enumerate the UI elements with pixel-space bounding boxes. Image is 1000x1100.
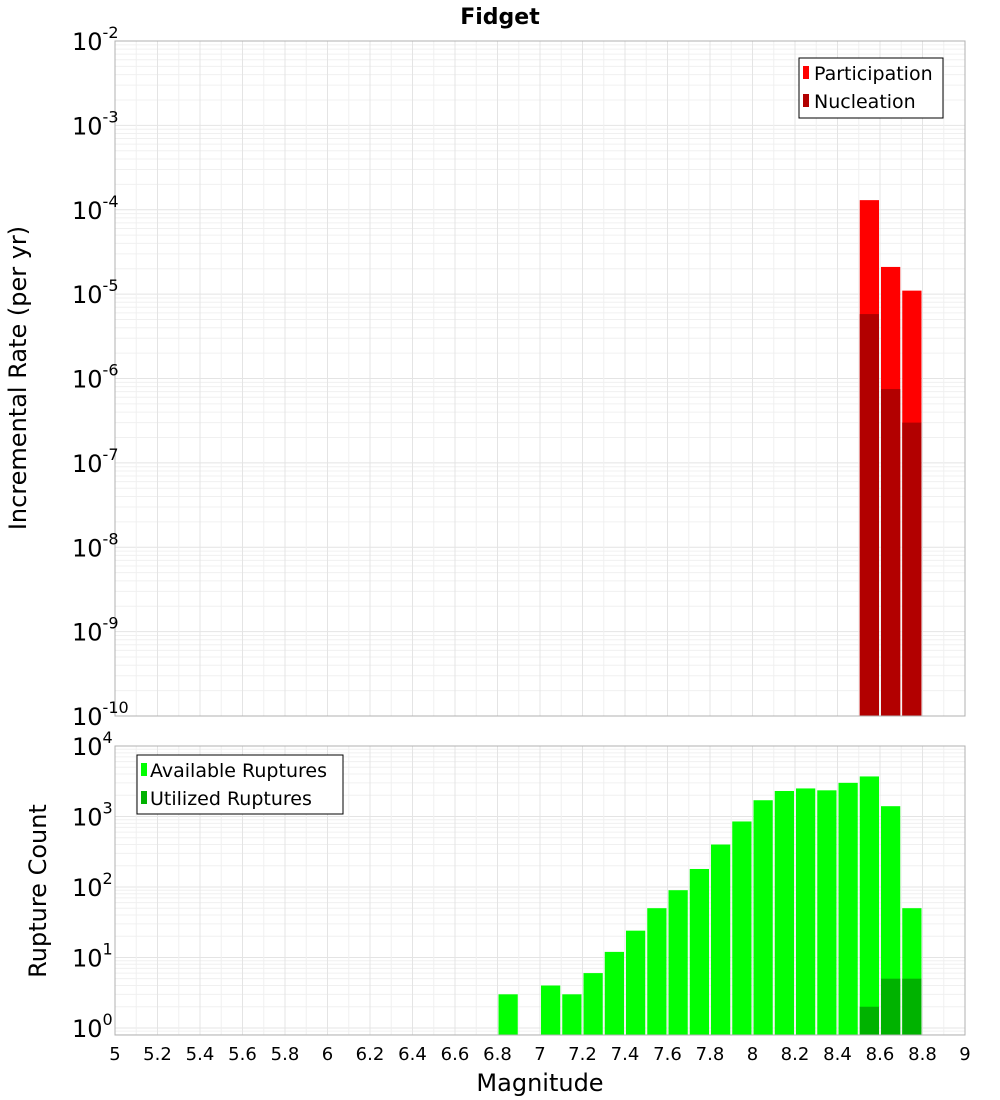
bottom-y-axis-title: Rupture Count	[24, 804, 52, 978]
x-tick-label: 5.2	[143, 1044, 172, 1065]
bar-available	[817, 790, 837, 1035]
bar-available	[753, 800, 773, 1035]
x-tick-label: 6.2	[356, 1044, 385, 1065]
legend-label-nucleation: Nucleation	[814, 91, 916, 113]
legend-swatch-available	[141, 763, 147, 776]
bottom-legend: Available Ruptures Utilized Ruptures	[136, 754, 344, 815]
bar-nucleation	[902, 422, 922, 716]
x-tick-label: 6	[322, 1044, 333, 1065]
x-tick-label: 7.4	[611, 1044, 640, 1065]
chart-title: Fidget	[460, 5, 540, 30]
bar-available	[541, 985, 561, 1035]
x-axis-title: Magnitude	[476, 1069, 603, 1097]
y-tick-label: 102	[72, 869, 113, 902]
bar-available	[732, 821, 752, 1035]
top-legend-box	[798, 57, 944, 119]
x-tick-label: 6.8	[483, 1044, 512, 1065]
x-tick-label: 6.6	[441, 1044, 470, 1065]
y-tick-label: 10-6	[72, 361, 119, 394]
top-y-tick-labels: 10-10 10-9 10-8 10-7 10-6 10-5 10-4 10-3 10-2	[72, 23, 129, 731]
legend-swatch-utilized	[141, 791, 147, 804]
bar-available	[647, 908, 667, 1035]
y-tick-label: 10-4	[72, 192, 119, 225]
x-tick-label: 5.4	[186, 1044, 215, 1065]
bar-available	[604, 951, 624, 1035]
y-tick-label: 10-5	[72, 276, 119, 309]
x-tick-label: 7	[534, 1044, 545, 1065]
bar-available	[689, 868, 709, 1035]
x-tick-label: 7.2	[568, 1044, 597, 1065]
y-tick-label: 100	[72, 1010, 113, 1043]
bar-available	[796, 788, 816, 1035]
bottom-panel: 100 101 102 103 104 5 5.2 5.4 5.6 5.8 6 6.2 6.4 6.6 6…	[24, 728, 971, 1097]
bar-available	[626, 930, 646, 1035]
y-tick-label: 10-8	[72, 529, 119, 562]
bar-utilized	[881, 978, 901, 1035]
bar-available	[774, 790, 794, 1035]
x-tick-label: 8.2	[781, 1044, 810, 1065]
y-tick-label: 10-2	[72, 23, 119, 56]
bottom-plot-frame	[114, 745, 966, 1036]
x-tick-label: 5.6	[228, 1044, 257, 1065]
x-tick-label: 8	[747, 1044, 758, 1065]
y-tick-label: 103	[72, 798, 113, 831]
bar-available	[859, 776, 879, 1035]
bar-available	[668, 890, 688, 1035]
y-tick-label: 10-9	[72, 614, 119, 647]
top-grid	[114, 41, 966, 717]
legend-label-available: Available Ruptures	[150, 760, 327, 782]
x-tick-label: 8.4	[823, 1044, 852, 1065]
bar-nucleation	[859, 314, 879, 716]
y-tick-label: 104	[72, 728, 113, 761]
top-plot-frame	[114, 40, 966, 717]
bar-available	[562, 994, 582, 1035]
y-tick-label: 101	[72, 939, 113, 972]
bar-available	[583, 973, 603, 1035]
bar-utilized	[859, 1006, 879, 1035]
x-tick-label: 8.8	[908, 1044, 937, 1065]
legend-swatch-participation	[803, 66, 809, 79]
x-tick-label: 8.6	[866, 1044, 895, 1065]
bottom-legend-box	[136, 754, 344, 815]
top-bars	[859, 200, 922, 716]
bar-available	[881, 806, 901, 1035]
x-tick-label: 9	[959, 1044, 970, 1065]
x-tick-labels: 5 5.2 5.4 5.6 5.8 6 6.2 6.4 6.6 6.8 7 7.2 7.4 7.6 7.8 8…	[109, 1044, 970, 1065]
bar-nucleation	[881, 389, 901, 716]
legend-label-utilized: Utilized Ruptures	[150, 788, 312, 810]
top-y-axis-title: Incremental Rate (per yr)	[4, 226, 32, 530]
bottom-y-tick-labels: 100 101 102 103 104	[72, 728, 113, 1043]
legend-label-participation: Participation	[814, 63, 933, 85]
y-tick-label: 10-10	[72, 698, 129, 731]
y-tick-label: 10-3	[72, 107, 119, 140]
x-tick-label: 5	[109, 1044, 120, 1065]
bar-available	[498, 994, 518, 1035]
x-tick-label: 5.8	[271, 1044, 300, 1065]
bar-available	[711, 844, 731, 1035]
bar-utilized	[902, 978, 922, 1035]
top-legend: Participation Nucleation	[798, 57, 944, 119]
x-tick-label: 7.8	[696, 1044, 725, 1065]
bar-available	[838, 782, 858, 1035]
bottom-bars	[498, 776, 922, 1035]
x-tick-label: 7.6	[653, 1044, 682, 1065]
y-tick-label: 10-7	[72, 445, 119, 478]
x-tick-label: 6.4	[398, 1044, 427, 1065]
top-panel: 10-10 10-9 10-8 10-7 10-6 10-5 10-4 10-3 10-2 In…	[4, 23, 966, 731]
legend-swatch-nucleation	[803, 94, 809, 107]
